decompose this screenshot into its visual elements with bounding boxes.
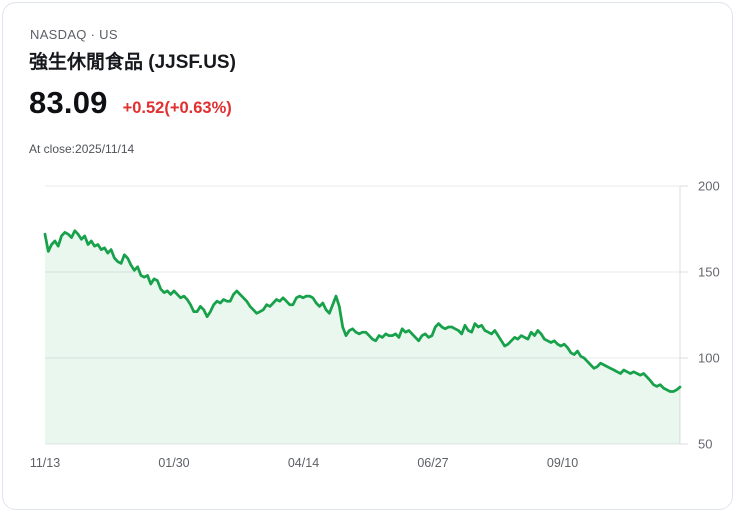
y-axis-label: 50 bbox=[698, 436, 713, 452]
price-area-fill bbox=[45, 230, 680, 444]
last-price: 83.09 bbox=[29, 85, 108, 120]
y-axis-label: 150 bbox=[698, 264, 720, 280]
close-timestamp: At close:2025/11/14 bbox=[29, 142, 135, 156]
price-chart[interactable]: 200 150 100 50 11/13 01/30 04/14 06/27 09/10 bbox=[30, 179, 720, 471]
x-axis-label: 01/30 bbox=[158, 456, 190, 470]
price-row: 83.09 +0.52(+0.63%) bbox=[29, 85, 232, 121]
price-line bbox=[43, 229, 682, 393]
x-axis-label: 06/27 bbox=[417, 456, 449, 470]
x-axis-label: 11/13 bbox=[29, 456, 61, 470]
exchange-label: NASDAQ · US bbox=[30, 27, 118, 42]
y-axis-label: 200 bbox=[698, 178, 720, 194]
y-axis-label: 100 bbox=[698, 350, 720, 366]
price-chart-canvas bbox=[43, 185, 688, 445]
stock-title: 強生休閒食品 (JJSF.US) bbox=[29, 52, 236, 73]
x-axis-label: 09/10 bbox=[546, 456, 579, 470]
price-change: +0.52(+0.63%) bbox=[122, 99, 232, 117]
x-axis-label: 04/14 bbox=[287, 456, 320, 470]
